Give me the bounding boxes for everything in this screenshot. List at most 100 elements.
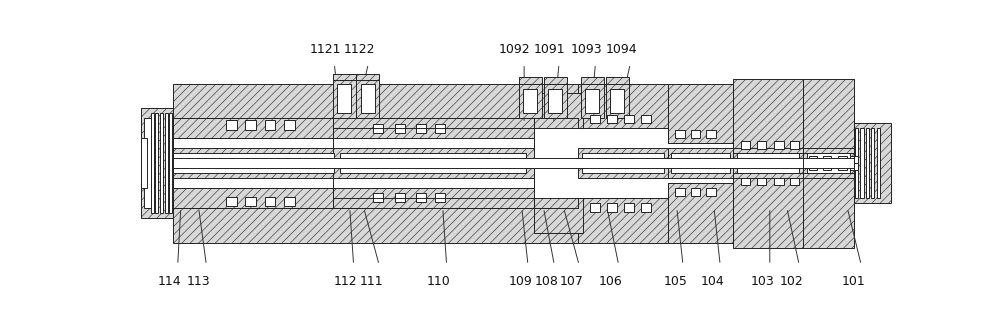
- Bar: [606, 77, 629, 84]
- Bar: [356, 74, 379, 80]
- Bar: [395, 193, 405, 203]
- Bar: [641, 115, 651, 123]
- Bar: [774, 141, 784, 149]
- Bar: [624, 115, 634, 123]
- Text: 111: 111: [360, 275, 383, 288]
- Bar: [822, 163, 831, 170]
- Bar: [803, 148, 854, 178]
- Bar: [140, 138, 147, 188]
- Text: 112: 112: [334, 275, 358, 288]
- Bar: [395, 124, 405, 133]
- Text: 1092: 1092: [499, 43, 531, 56]
- Text: 1094: 1094: [605, 43, 637, 56]
- Bar: [706, 130, 716, 138]
- Bar: [668, 183, 733, 243]
- Bar: [373, 193, 383, 203]
- Bar: [416, 124, 426, 133]
- Bar: [544, 77, 567, 84]
- Bar: [668, 84, 733, 143]
- Bar: [544, 84, 567, 118]
- Bar: [373, 124, 383, 133]
- Bar: [144, 118, 151, 208]
- Bar: [226, 197, 237, 206]
- Bar: [610, 89, 624, 113]
- Bar: [809, 163, 817, 170]
- Bar: [866, 128, 869, 198]
- Bar: [155, 113, 158, 213]
- Bar: [641, 203, 651, 212]
- Text: 109: 109: [508, 275, 532, 288]
- Bar: [264, 197, 275, 206]
- Bar: [284, 120, 295, 130]
- Bar: [757, 141, 766, 149]
- Bar: [585, 89, 599, 113]
- Bar: [165, 113, 168, 213]
- Bar: [691, 188, 700, 196]
- Bar: [435, 124, 445, 133]
- Bar: [416, 193, 426, 203]
- Bar: [803, 173, 854, 248]
- Bar: [534, 93, 583, 128]
- Bar: [578, 84, 668, 128]
- Bar: [741, 141, 750, 149]
- Bar: [850, 156, 858, 163]
- Bar: [581, 84, 604, 118]
- Text: 102: 102: [780, 275, 803, 288]
- Bar: [333, 74, 356, 80]
- Text: 1091: 1091: [534, 43, 566, 56]
- Bar: [337, 84, 351, 113]
- Bar: [741, 178, 750, 185]
- Bar: [333, 148, 534, 178]
- Bar: [855, 128, 858, 198]
- Bar: [519, 84, 542, 118]
- Bar: [582, 153, 664, 173]
- Bar: [169, 113, 172, 213]
- Bar: [737, 153, 799, 173]
- Bar: [675, 130, 685, 138]
- Bar: [860, 128, 864, 198]
- Bar: [850, 163, 858, 170]
- Bar: [668, 148, 733, 178]
- Bar: [140, 109, 173, 218]
- Bar: [173, 138, 334, 188]
- Bar: [607, 115, 617, 123]
- Bar: [173, 188, 334, 208]
- Bar: [356, 80, 379, 118]
- Bar: [733, 148, 803, 178]
- Text: 110: 110: [427, 275, 451, 288]
- Bar: [733, 173, 803, 248]
- Bar: [173, 148, 334, 178]
- Bar: [590, 203, 600, 212]
- Bar: [757, 178, 766, 185]
- Bar: [606, 84, 629, 118]
- Bar: [578, 198, 668, 243]
- Text: 103: 103: [750, 275, 774, 288]
- Bar: [340, 153, 526, 173]
- Bar: [774, 178, 784, 185]
- Text: 104: 104: [701, 275, 724, 288]
- Bar: [578, 148, 668, 178]
- Text: 1121: 1121: [309, 43, 341, 56]
- Bar: [871, 128, 874, 198]
- Text: 113: 113: [187, 275, 210, 288]
- Bar: [361, 84, 375, 113]
- Bar: [809, 156, 817, 163]
- Text: 106: 106: [599, 275, 623, 288]
- Bar: [691, 130, 700, 138]
- Bar: [607, 203, 617, 212]
- Bar: [519, 77, 542, 84]
- Bar: [790, 178, 799, 185]
- Bar: [173, 208, 578, 243]
- Bar: [790, 141, 799, 149]
- Text: 107: 107: [559, 275, 583, 288]
- Bar: [548, 89, 562, 113]
- Bar: [624, 203, 634, 212]
- Bar: [284, 197, 295, 206]
- Text: 101: 101: [842, 275, 865, 288]
- Bar: [854, 123, 891, 203]
- Bar: [151, 113, 154, 213]
- Bar: [173, 118, 334, 138]
- Bar: [590, 115, 600, 123]
- Text: 1122: 1122: [343, 43, 375, 56]
- Text: 108: 108: [535, 275, 559, 288]
